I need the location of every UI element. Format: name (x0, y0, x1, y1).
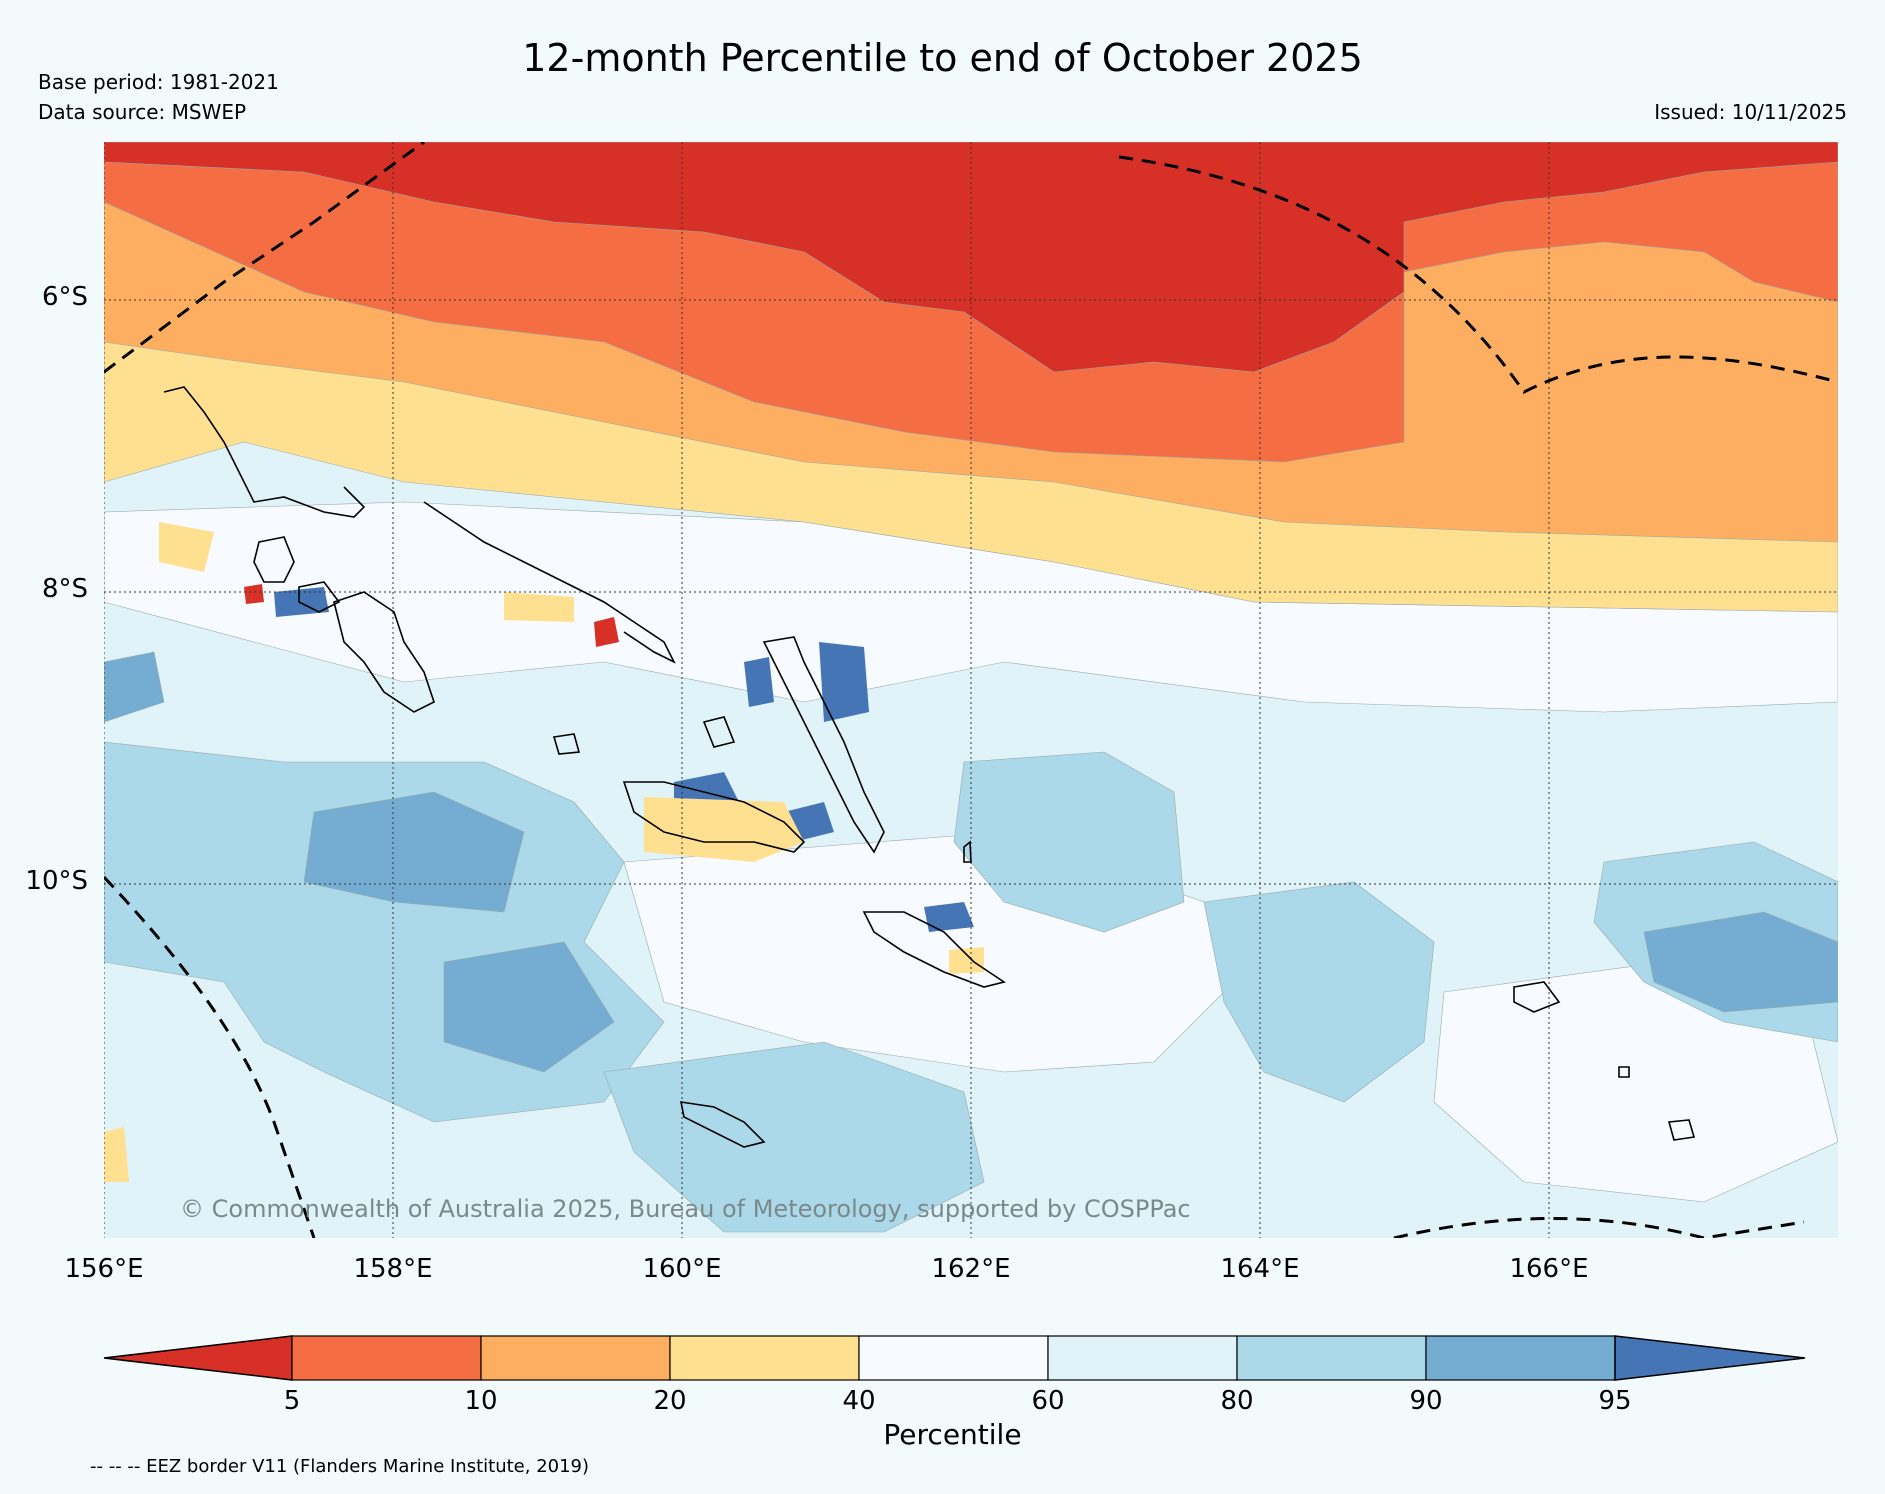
region-20-40 (949, 947, 984, 974)
lat-label: 8°S (41, 574, 88, 604)
colorbar-tick: 60 (1031, 1386, 1065, 1416)
colorbar-segment (480, 1335, 671, 1381)
colorbar-tick: 5 (283, 1386, 301, 1416)
colorbar-segment (1425, 1335, 1616, 1381)
lon-label: 156°E (64, 1254, 144, 1284)
colorbar-segment (1236, 1335, 1427, 1381)
data-source: Data source: MSWEP (38, 100, 247, 124)
colorbar-segment (1047, 1335, 1238, 1381)
map-canvas (104, 142, 1838, 1238)
region-80-90 (953, 751, 1185, 933)
eez-legend-note: -- -- -- EEZ border V11 (Flanders Marine… (90, 1456, 590, 1477)
region-80-90 (603, 1041, 985, 1233)
region-20-40 (504, 592, 574, 622)
colorbar (103, 1335, 1806, 1381)
region-90-95 (104, 651, 165, 723)
region-above-95 (744, 657, 774, 707)
region-above-95 (819, 642, 869, 722)
percentile-map (104, 142, 1838, 1238)
colorbar-extend-low (103, 1335, 293, 1381)
colorbar-tick: 10 (464, 1386, 498, 1416)
region-90-95 (443, 941, 615, 1073)
region-90-95 (1643, 911, 1838, 1013)
colorbar-segment (858, 1335, 1049, 1381)
issued-date: Issued: 10/11/2025 (1654, 100, 1847, 124)
coastlines (163, 386, 1696, 1148)
page-title: 12-month Percentile to end of October 20… (522, 36, 1363, 80)
colorbar-tick: 80 (1220, 1386, 1254, 1416)
base-period: Base period: 1981-2021 (38, 70, 279, 94)
colorbar-tick: 95 (1598, 1386, 1632, 1416)
eez-border (104, 142, 1838, 1238)
colorbar-tick: 90 (1409, 1386, 1443, 1416)
region-below-5 (244, 584, 264, 604)
region-90-95 (303, 791, 525, 913)
colorbar-extend-high (1614, 1335, 1806, 1381)
region-20-40 (159, 522, 214, 572)
region-20-40 (104, 1127, 129, 1182)
colorbar-segment (669, 1335, 860, 1381)
region-above-95 (924, 902, 974, 932)
region-20-40 (644, 797, 804, 862)
region-below-5 (594, 617, 619, 647)
colorbar-segment (291, 1335, 482, 1381)
gridlines (104, 142, 1838, 1238)
colorbar-tick: 40 (842, 1386, 876, 1416)
lon-label: 164°E (1220, 1254, 1300, 1284)
lat-label: 10°S (25, 866, 88, 896)
lat-label: 6°S (41, 282, 88, 312)
lon-label: 166°E (1509, 1254, 1589, 1284)
copyright-notice: © Commonwealth of Australia 2025, Bureau… (180, 1195, 1191, 1223)
lon-label: 158°E (353, 1254, 433, 1284)
lon-label: 162°E (931, 1254, 1011, 1284)
region-80-90 (1203, 881, 1435, 1103)
colorbar-label: Percentile (883, 1418, 1022, 1451)
lon-label: 160°E (642, 1254, 722, 1284)
colorbar-tick: 20 (653, 1386, 687, 1416)
